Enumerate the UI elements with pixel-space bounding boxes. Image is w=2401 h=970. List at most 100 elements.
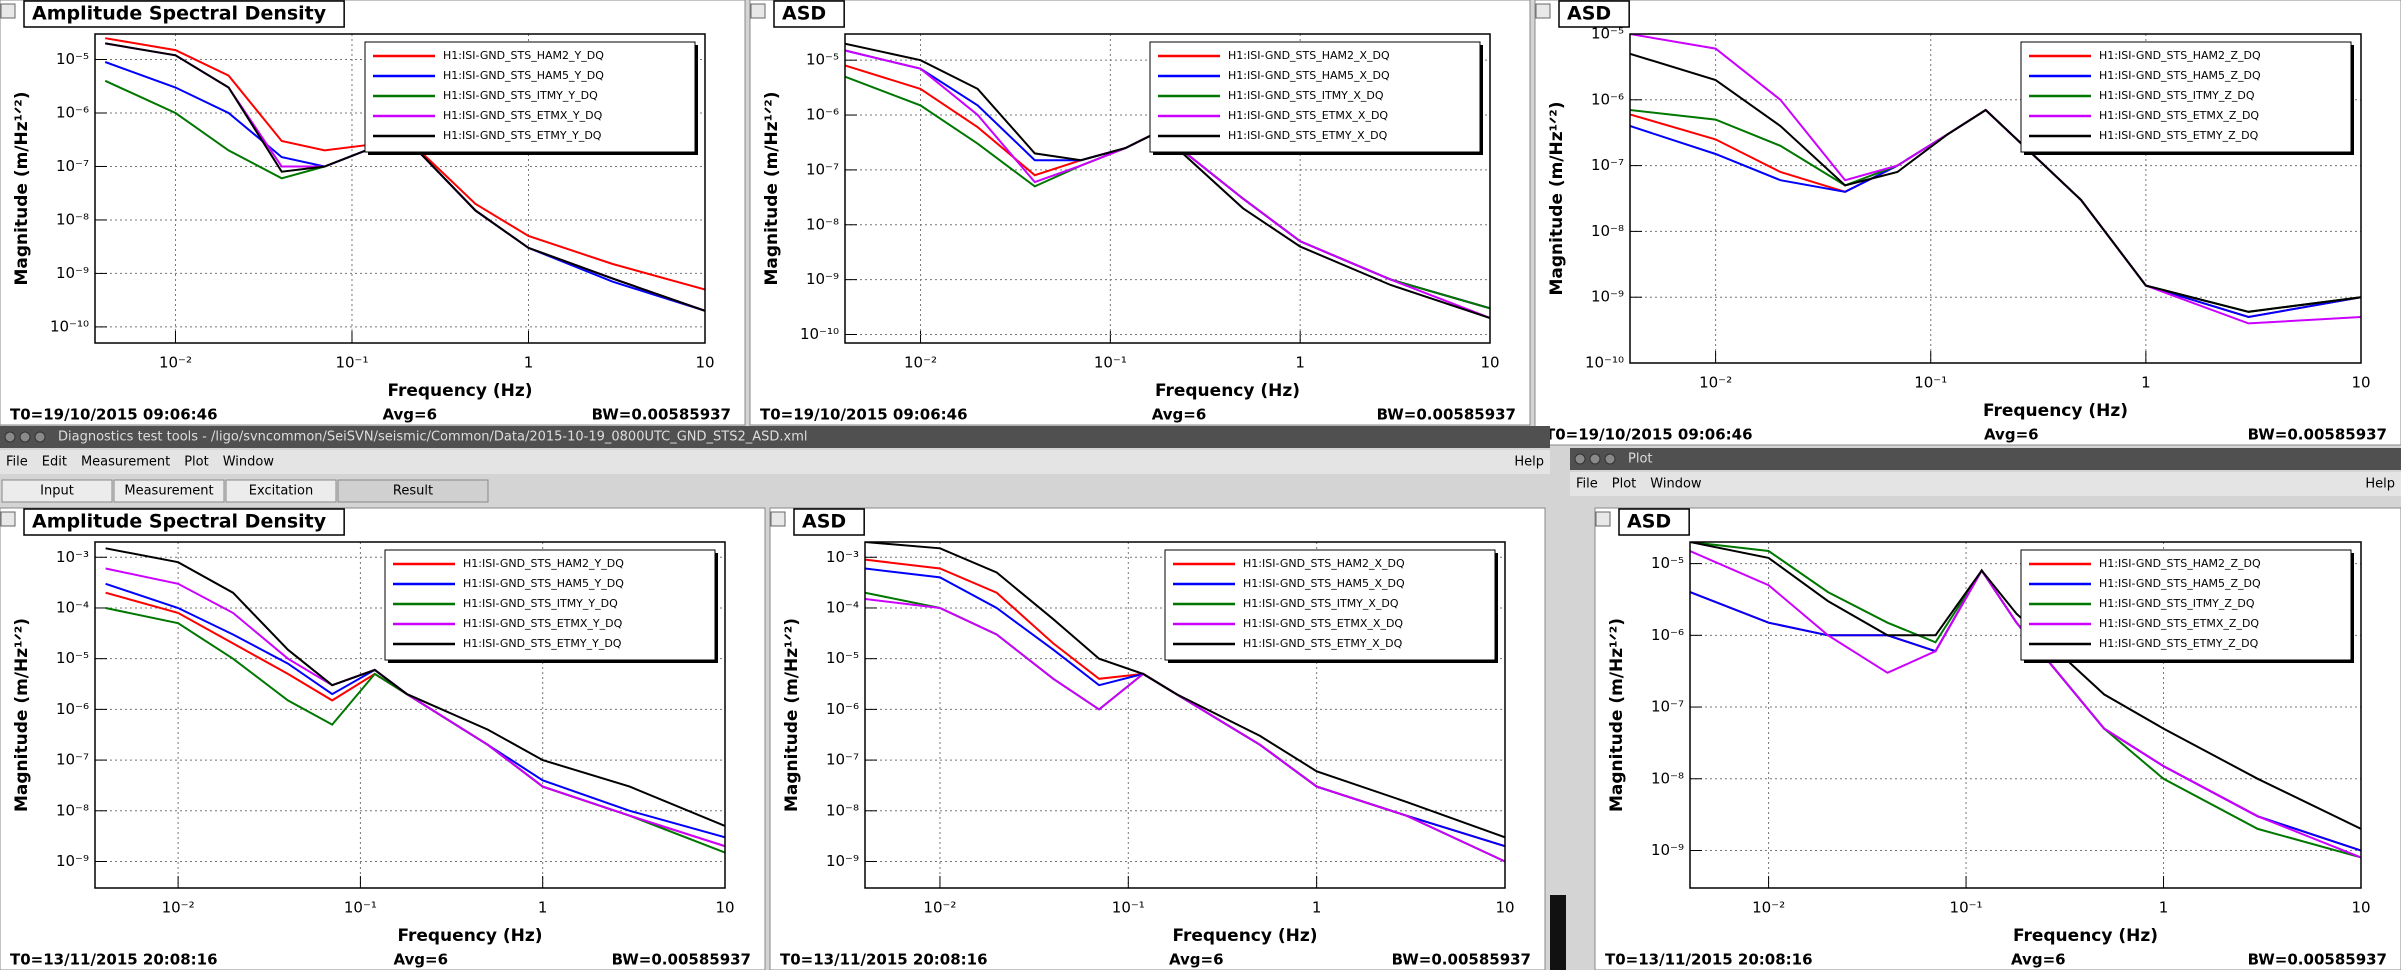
plot-frame <box>864 541 1506 889</box>
x-axis-label: Frequency (Hz) <box>397 926 542 946</box>
legend-label: H1:ISI-GND_STS_ETMX_Z_DQ <box>2099 109 2259 122</box>
legend-label: H1:ISI-GND_STS_ITMY_Z_DQ <box>2099 89 2255 102</box>
legend-label: H1:ISI-GND_STS_ITMY_X_DQ <box>1228 89 1384 102</box>
legend-label: H1:ISI-GND_STS_ITMY_Y_DQ <box>463 597 618 610</box>
legend-label: H1:ISI-GND_STS_HAM5_Z_DQ <box>2099 69 2261 82</box>
title-box <box>1558 0 1630 28</box>
y-tick-label: 10⁻⁶ <box>56 700 89 718</box>
legend-label: H1:ISI-GND_STS_ITMY_X_DQ <box>1243 597 1399 610</box>
tab-label[interactable]: Result <box>393 484 433 499</box>
window-button[interactable] <box>1589 453 1601 465</box>
plot-panel: 10⁻² 10⁻¹ 1 10 10⁻⁹ 10⁻⁸ 10⁻⁷ 10⁻⁶ 10⁻⁵ Frequency… <box>1594 507 2401 970</box>
menu-item[interactable]: Edit <box>42 455 67 470</box>
chart-title: ASD <box>1567 3 1611 25</box>
y-tick-label: 10⁻⁵ <box>56 50 89 68</box>
y-tick-label: 10⁻⁴ <box>56 598 89 616</box>
y-tick-label: 10⁻⁶ <box>1651 626 1684 644</box>
panel-corner-button[interactable] <box>770 511 786 527</box>
y-tick-label: 10⁻⁶ <box>1591 90 1624 108</box>
menu-item[interactable]: Plot <box>1612 477 1637 492</box>
chart-title: Amplitude Spectral Density <box>32 3 327 25</box>
window-title: Diagnostics test tools - /ligo/svncommon… <box>58 430 808 445</box>
menu-help[interactable]: Help <box>1514 455 1544 470</box>
menu-bar <box>1570 472 2401 496</box>
title-box <box>773 0 845 28</box>
legend-label: H1:ISI-GND_STS_ETMY_Y_DQ <box>463 637 622 650</box>
panel-corner-button[interactable] <box>0 511 16 527</box>
menu-item[interactable]: Plot <box>184 455 209 470</box>
window-button[interactable] <box>4 431 16 443</box>
y-axis-label: Magnitude (m/Hz¹ᐟ²) <box>12 618 32 812</box>
plot-panel: 10⁻² 10⁻¹ 1 10 10⁻¹⁰ 10⁻⁹ 10⁻⁸ 10⁻⁷ 10⁻⁶ 10⁻⁵ Freq… <box>1534 0 2401 446</box>
tab[interactable] <box>337 479 489 503</box>
x-tick-label: 10 <box>2351 899 2370 917</box>
legend-label: H1:ISI-GND_STS_ETMX_X_DQ <box>1243 617 1403 630</box>
plot-panel: 10⁻² 10⁻¹ 1 10 10⁻⁹ 10⁻⁸ 10⁻⁷ 10⁻⁶ 10⁻⁵ 10⁻⁴ 10⁻³ F… <box>769 507 1546 970</box>
x-tick-label: 10⁻² <box>1752 899 1785 917</box>
window-chrome: Plot File Plot Window Help <box>1570 448 2401 496</box>
panel-corner-button[interactable] <box>750 3 766 19</box>
y-tick-label: 10⁻¹⁰ <box>800 325 839 343</box>
x-tick-label: 10 <box>1495 899 1514 917</box>
x-tick-label: 1 <box>1295 354 1305 372</box>
tab[interactable] <box>1 479 113 503</box>
legend-label: H1:ISI-GND_STS_ETMX_Y_DQ <box>463 617 623 630</box>
chart-title: ASD <box>782 3 826 25</box>
y-tick-label: 10⁻⁸ <box>1591 222 1624 240</box>
series-line <box>845 42 1490 319</box>
legend-label: H1:ISI-GND_STS_ETMX_X_DQ <box>1228 109 1388 122</box>
legend-label: H1:ISI-GND_STS_ETMX_Y_DQ <box>443 109 603 122</box>
panel-corner-button[interactable] <box>1595 511 1611 527</box>
x-tick-label: 10⁻¹ <box>1094 354 1127 372</box>
tab-label[interactable]: Measurement <box>124 484 213 499</box>
panel-corner-button[interactable] <box>1535 3 1551 19</box>
window-button[interactable] <box>1574 453 1586 465</box>
y-tick-label: 10⁻⁵ <box>56 649 89 667</box>
legend-label: H1:ISI-GND_STS_ETMY_Y_DQ <box>443 129 602 142</box>
window-button[interactable] <box>1604 453 1616 465</box>
y-tick-label: 10⁻⁹ <box>56 264 89 282</box>
x-tick-label: 10 <box>695 354 714 372</box>
footer-t0: T0=13/11/2015 20:08:16 <box>1605 951 1813 969</box>
footer-avg: Avg=6 <box>393 951 448 969</box>
x-tick-label: 1 <box>538 899 548 917</box>
y-tick-label: 10⁻⁵ <box>806 51 839 69</box>
tab-label[interactable]: Input <box>40 484 74 499</box>
footer-t0: T0=13/11/2015 20:08:16 <box>780 951 988 969</box>
tab[interactable] <box>225 479 337 503</box>
menu-item[interactable]: Window <box>223 455 275 470</box>
x-tick-label: 10⁻² <box>1699 374 1732 392</box>
y-tick-label: 10⁻⁷ <box>56 157 89 175</box>
window-button[interactable] <box>34 431 46 443</box>
menu-bar <box>0 450 1550 474</box>
footer-avg: Avg=6 <box>1169 951 1224 969</box>
window-chrome: Diagnostics test tools - /ligo/svncommon… <box>0 426 1550 503</box>
series-line <box>1690 542 2361 830</box>
x-axis-label: Frequency (Hz) <box>1155 381 1300 401</box>
footer-t0: T0=19/10/2015 09:06:46 <box>1545 426 1753 444</box>
menu-item[interactable]: Window <box>1650 477 1702 492</box>
y-tick-label: 10⁻⁶ <box>56 103 89 121</box>
x-tick-label: 10⁻² <box>923 899 956 917</box>
footer-t0: T0=19/10/2015 09:06:46 <box>10 406 218 424</box>
legend-label: H1:ISI-GND_STS_ETMX_Z_DQ <box>2099 617 2259 630</box>
x-tick-label: 10⁻¹ <box>1112 899 1145 917</box>
footer-bw: BW=0.00585937 <box>2248 951 2387 969</box>
footer-bw: BW=0.00585937 <box>2248 426 2387 444</box>
x-tick-label: 10⁻² <box>904 354 937 372</box>
legend-label: H1:ISI-GND_STS_HAM2_X_DQ <box>1243 557 1405 570</box>
title-bar <box>1570 448 2401 470</box>
tab-label[interactable]: Excitation <box>249 484 313 499</box>
menu-item[interactable]: File <box>6 455 28 470</box>
menu-help[interactable]: Help <box>2365 477 2395 492</box>
y-axis-label: Magnitude (m/Hz¹ᐟ²) <box>782 618 802 812</box>
panel-corner-button[interactable] <box>0 3 16 19</box>
tab[interactable] <box>113 479 225 503</box>
chart-title: ASD <box>1627 511 1671 533</box>
menu-item[interactable]: Measurement <box>81 455 170 470</box>
window-title: Plot <box>1628 452 1653 467</box>
window-button[interactable] <box>19 431 31 443</box>
plot-frame <box>844 33 1491 344</box>
menu-item[interactable]: File <box>1576 477 1598 492</box>
